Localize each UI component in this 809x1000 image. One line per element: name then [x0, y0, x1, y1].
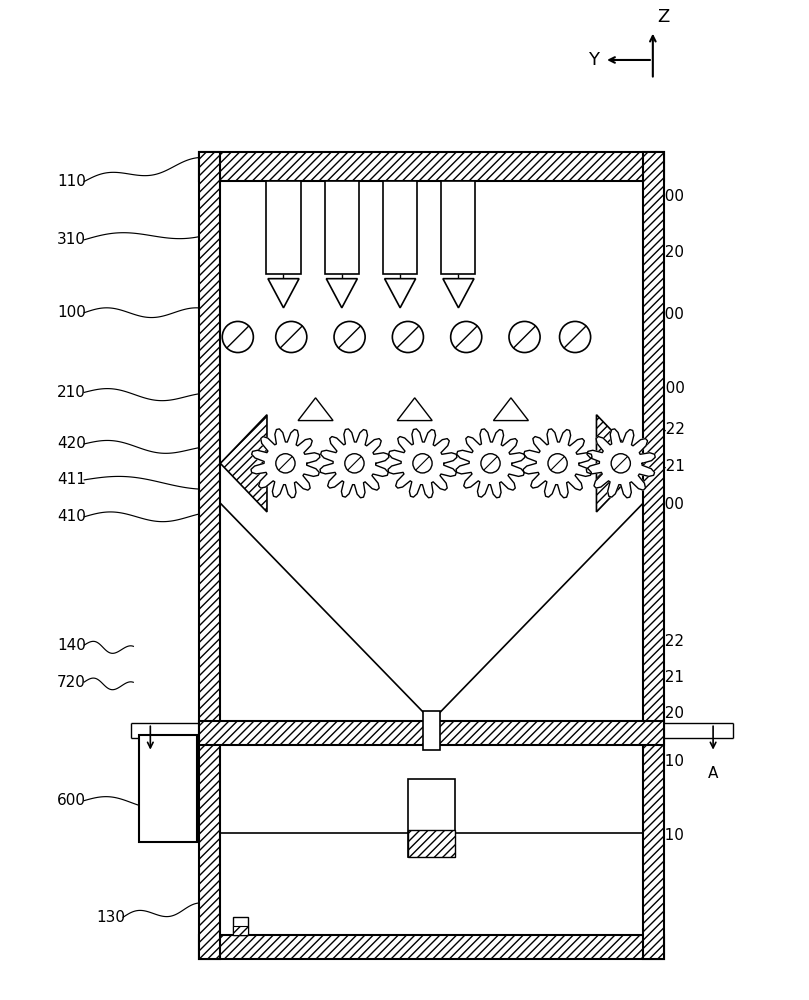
- Text: A: A: [708, 766, 718, 781]
- Bar: [233, 926, 248, 935]
- Text: 130: 130: [96, 910, 125, 925]
- Text: 200: 200: [656, 307, 685, 322]
- Polygon shape: [456, 429, 525, 498]
- Polygon shape: [587, 429, 655, 498]
- Polygon shape: [523, 429, 592, 498]
- Polygon shape: [251, 429, 320, 498]
- Polygon shape: [443, 279, 474, 308]
- Bar: [383, 181, 417, 274]
- Polygon shape: [220, 415, 267, 512]
- Bar: [220, 181, 643, 935]
- Text: 210: 210: [57, 385, 86, 400]
- Text: 720: 720: [57, 675, 86, 690]
- Bar: [324, 181, 359, 274]
- Polygon shape: [326, 279, 358, 308]
- Bar: [199, 935, 664, 959]
- Bar: [233, 917, 248, 935]
- Text: 140: 140: [57, 638, 86, 653]
- Bar: [199, 152, 220, 959]
- Text: 310: 310: [57, 232, 86, 247]
- Bar: [409, 779, 455, 857]
- Bar: [266, 181, 300, 274]
- Text: 710: 710: [656, 828, 685, 843]
- Text: 500: 500: [656, 497, 685, 512]
- Text: 100: 100: [57, 305, 86, 320]
- Text: 620: 620: [656, 706, 685, 721]
- Bar: [199, 152, 664, 181]
- Text: 421: 421: [656, 459, 685, 474]
- Text: 110: 110: [57, 174, 86, 189]
- Text: Z: Z: [658, 8, 670, 26]
- Text: 600: 600: [57, 793, 86, 808]
- Polygon shape: [493, 398, 528, 421]
- Bar: [423, 711, 440, 750]
- Bar: [138, 735, 197, 842]
- Polygon shape: [298, 398, 333, 421]
- Polygon shape: [388, 429, 457, 498]
- Text: 320: 320: [656, 245, 685, 260]
- Text: 422: 422: [656, 422, 685, 437]
- Text: 622: 622: [656, 634, 685, 649]
- Bar: [409, 830, 455, 857]
- Text: Y: Y: [588, 51, 599, 69]
- Polygon shape: [320, 429, 389, 498]
- Polygon shape: [384, 279, 416, 308]
- Text: 420: 420: [57, 436, 86, 451]
- Text: 800: 800: [656, 381, 685, 396]
- Text: 411: 411: [57, 472, 86, 487]
- Text: 610: 610: [656, 754, 685, 769]
- Text: A: A: [145, 766, 155, 781]
- Text: 300: 300: [656, 189, 685, 204]
- Text: 410: 410: [57, 509, 86, 524]
- Polygon shape: [268, 279, 299, 308]
- Bar: [442, 181, 476, 274]
- Polygon shape: [596, 415, 643, 512]
- Polygon shape: [397, 398, 432, 421]
- Bar: [199, 721, 664, 745]
- Text: 621: 621: [656, 670, 685, 685]
- Bar: [643, 152, 664, 959]
